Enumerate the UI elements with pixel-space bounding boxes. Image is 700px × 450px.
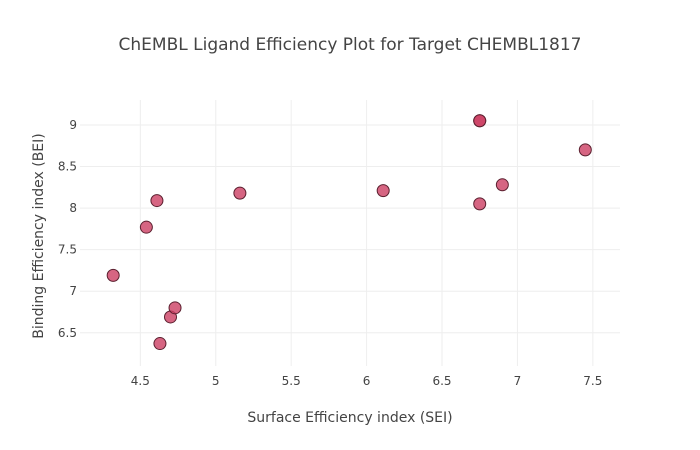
- y-tick-label: 8.5: [58, 160, 77, 174]
- data-point-7[interactable]: [233, 186, 247, 200]
- x-tick-label: 7: [514, 374, 522, 388]
- x-tick-label: 5: [212, 374, 220, 388]
- data-point-11[interactable]: [473, 114, 487, 128]
- data-point-4[interactable]: [153, 337, 167, 351]
- y-tick-label: 7: [69, 284, 77, 298]
- x-tick-label: 5.5: [282, 374, 301, 388]
- data-point-6[interactable]: [168, 301, 182, 315]
- x-tick-label: 6.5: [432, 374, 451, 388]
- data-point-2[interactable]: [139, 220, 153, 234]
- y-tick-label: 9: [69, 118, 77, 132]
- x-axis-title: Surface Efficiency index (SEI): [247, 410, 452, 426]
- x-tick-label: 7.5: [583, 374, 602, 388]
- y-axis-title: Binding Efficiency index (BEI): [31, 133, 47, 339]
- chart-title: ChEMBL Ligand Efficiency Plot for Target…: [119, 35, 582, 55]
- data-point-1[interactable]: [106, 268, 120, 282]
- grid-layer: [80, 100, 620, 366]
- points-layer: [106, 114, 592, 351]
- ticks-layer: 4.5 5 5.5 6 6.5 7 7.5 6.5 7 7.5 8 8.5 9: [58, 118, 602, 388]
- data-point-9[interactable]: [473, 197, 487, 211]
- data-point-12[interactable]: [495, 178, 509, 192]
- data-point-3[interactable]: [150, 194, 164, 208]
- x-tick-label: 6: [363, 374, 371, 388]
- data-point-8[interactable]: [376, 184, 390, 198]
- y-tick-label: 8: [69, 201, 77, 215]
- x-tick-label: 4.5: [131, 374, 150, 388]
- y-tick-label: 6.5: [58, 326, 77, 340]
- y-tick-label: 7.5: [58, 243, 77, 257]
- data-point-13[interactable]: [578, 143, 592, 157]
